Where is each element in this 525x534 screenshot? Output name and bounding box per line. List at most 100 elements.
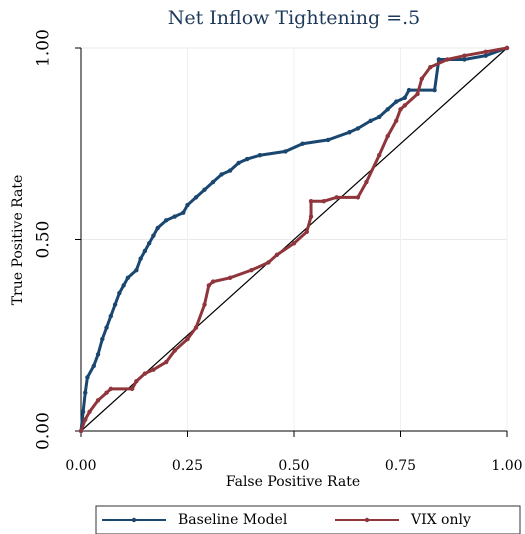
point <box>146 241 152 246</box>
point <box>151 367 156 372</box>
point <box>138 256 143 261</box>
point <box>134 379 139 384</box>
point <box>202 302 207 307</box>
point <box>95 398 101 403</box>
point <box>385 133 390 139</box>
point <box>402 103 407 108</box>
point <box>355 126 361 131</box>
point <box>100 336 105 342</box>
point <box>80 409 86 415</box>
point <box>134 267 139 273</box>
legend-marker <box>364 517 370 523</box>
x-tick-label: 0.50 <box>278 458 309 474</box>
point <box>164 359 169 365</box>
point <box>142 248 148 254</box>
point <box>181 210 186 215</box>
point <box>108 313 114 319</box>
point <box>210 279 216 284</box>
point <box>249 267 254 273</box>
point <box>108 386 114 392</box>
legend-label: Baseline Model <box>178 512 288 528</box>
point <box>402 95 407 100</box>
point <box>83 390 88 395</box>
point <box>155 225 160 231</box>
point <box>347 130 352 135</box>
point <box>91 363 96 369</box>
point <box>355 195 361 200</box>
point <box>283 149 288 154</box>
point <box>334 195 339 200</box>
point <box>274 252 280 258</box>
x-tick-label: 1.00 <box>491 458 522 474</box>
point <box>206 283 211 288</box>
point <box>483 53 488 58</box>
point <box>185 336 190 342</box>
point <box>462 57 467 62</box>
point <box>227 275 233 280</box>
point <box>398 107 403 112</box>
point <box>308 214 314 219</box>
point <box>85 375 90 380</box>
point <box>291 241 297 246</box>
x-axis-title: False Positive Rate <box>226 474 360 490</box>
y-axis-title: True Positive Rate <box>10 175 26 306</box>
point <box>432 87 437 93</box>
y-tick-label: 0.00 <box>34 412 54 450</box>
point <box>227 168 233 173</box>
x-tick-label: 0.00 <box>65 458 96 474</box>
point <box>308 199 314 204</box>
point <box>304 229 309 235</box>
point <box>83 417 88 422</box>
point <box>377 153 382 158</box>
chart-title: Net Inflow Tightening =.5 <box>168 7 421 29</box>
point <box>87 409 92 415</box>
point <box>172 348 177 353</box>
x-tick-label: 0.75 <box>385 458 416 474</box>
point <box>445 57 450 62</box>
point <box>244 156 250 162</box>
point <box>121 283 126 288</box>
point <box>142 371 148 376</box>
point <box>385 107 390 112</box>
y-tick-label: 1.00 <box>34 29 54 67</box>
point <box>112 302 118 307</box>
point <box>257 153 263 158</box>
point <box>151 233 156 238</box>
point <box>219 172 224 177</box>
point <box>436 57 442 62</box>
point <box>193 325 199 330</box>
point <box>129 386 135 392</box>
legend-marker <box>131 517 137 523</box>
point <box>428 64 433 70</box>
point <box>377 114 382 120</box>
point <box>394 118 399 123</box>
y-tick-label: 0.50 <box>34 221 54 259</box>
point <box>236 160 241 166</box>
point <box>406 87 412 93</box>
point <box>266 260 271 265</box>
point <box>321 199 327 204</box>
point <box>300 141 305 146</box>
point <box>104 390 109 395</box>
point <box>193 195 199 200</box>
point <box>104 325 109 330</box>
point <box>95 352 101 357</box>
point <box>504 45 510 51</box>
point <box>483 49 488 55</box>
point <box>117 290 122 296</box>
point <box>78 428 84 434</box>
legend-label: VIX only <box>410 512 471 528</box>
point <box>394 99 399 104</box>
x-tick-label: 0.25 <box>172 458 203 474</box>
point <box>185 202 190 208</box>
point <box>210 179 216 185</box>
point <box>364 179 369 185</box>
point <box>368 118 373 123</box>
point <box>172 214 177 219</box>
point <box>164 218 169 223</box>
point <box>419 76 424 81</box>
reference-line <box>80 47 508 432</box>
point <box>462 53 467 58</box>
